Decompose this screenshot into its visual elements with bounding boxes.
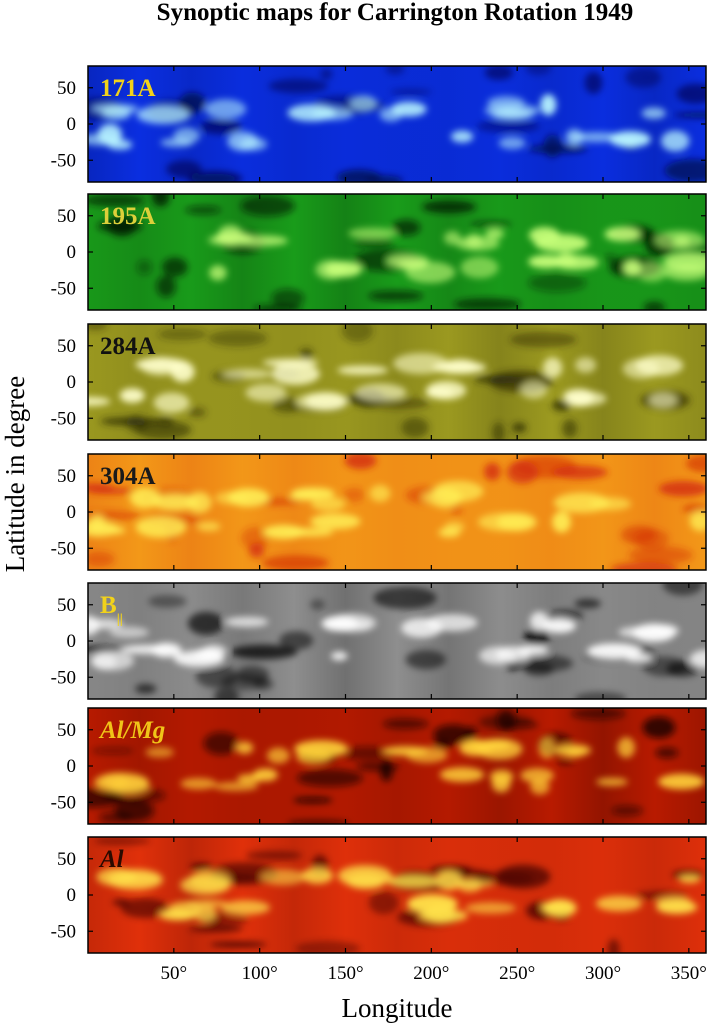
- x-tick-labels: 50° 100° 150° 200° 250° 300° 350°: [161, 963, 707, 984]
- y-tick-label: -50: [51, 278, 76, 299]
- y-tick-label: 0: [67, 114, 77, 135]
- panel-3-map: [88, 324, 706, 440]
- panel-3: 50 0 -50 284A: [51, 323, 707, 441]
- y-tick-label: 0: [67, 756, 77, 777]
- panel-2: 50 0 -50 195A: [51, 193, 707, 311]
- x-tick-label: 150°: [327, 963, 363, 984]
- y-axis-label: Latitude in degree: [0, 376, 30, 572]
- y-tick-label: -50: [51, 667, 76, 688]
- x-tick-label: 200°: [413, 963, 449, 984]
- panel-6: 50 0 -50 Al/Mg: [51, 707, 707, 825]
- panel-label: Al: [98, 846, 124, 873]
- y-tick-label: 0: [67, 502, 77, 523]
- panel-label: Al/Mg: [98, 717, 165, 744]
- panel-4: 50 0 -50 304A: [51, 453, 707, 571]
- y-tick-label: 50: [57, 595, 76, 616]
- panel-1-map: [88, 66, 706, 182]
- y-tick-label: -50: [51, 408, 76, 429]
- x-tick-label: 350°: [671, 963, 707, 984]
- y-tick-label: 50: [57, 336, 76, 357]
- y-tick-label: 0: [67, 242, 77, 263]
- x-tick-label: 100°: [242, 963, 278, 984]
- panel-6-map: [88, 708, 706, 824]
- panel-7: 50 0 -50 Al: [51, 836, 707, 954]
- x-tick-label: 300°: [585, 963, 621, 984]
- x-tick-label: 50°: [161, 963, 188, 984]
- y-tick-label: 50: [57, 78, 76, 99]
- x-axis-label: Longitude: [342, 993, 453, 1023]
- panel-2-map: [88, 194, 706, 310]
- y-tick-label: -50: [51, 538, 76, 559]
- y-tick-label: 50: [57, 720, 76, 741]
- panel-label: 304A: [100, 463, 156, 490]
- panel-7-map: [88, 837, 706, 953]
- panels: 50 0 -50 171A 50 0 -50 195A 50 0 -50 284A 50 0 -50 304A…: [51, 65, 707, 954]
- panel-5: 500-50B||: [51, 582, 707, 700]
- y-tick-label: -50: [51, 792, 76, 813]
- y-tick-label: 0: [67, 885, 77, 906]
- x-tick-label: 250°: [499, 963, 535, 984]
- y-tick-label: 50: [57, 206, 76, 227]
- panel-1: 50 0 -50 171A: [51, 65, 707, 183]
- y-tick-label: 0: [67, 372, 77, 393]
- panel-label: 171A: [100, 75, 156, 102]
- panel-label-subscript: ||: [117, 612, 123, 627]
- panel-label: 195A: [100, 203, 156, 230]
- panel-5-map: [88, 583, 706, 699]
- panel-4-map: [88, 454, 706, 570]
- chart-title: Synoptic maps for Carrington Rotation 19…: [157, 0, 634, 26]
- y-tick-label: -50: [51, 150, 76, 171]
- y-tick-label: 50: [57, 466, 76, 487]
- y-tick-label: 50: [57, 849, 76, 870]
- y-tick-label: 0: [67, 631, 77, 652]
- panel-label: 284A: [100, 333, 156, 360]
- y-tick-label: -50: [51, 921, 76, 942]
